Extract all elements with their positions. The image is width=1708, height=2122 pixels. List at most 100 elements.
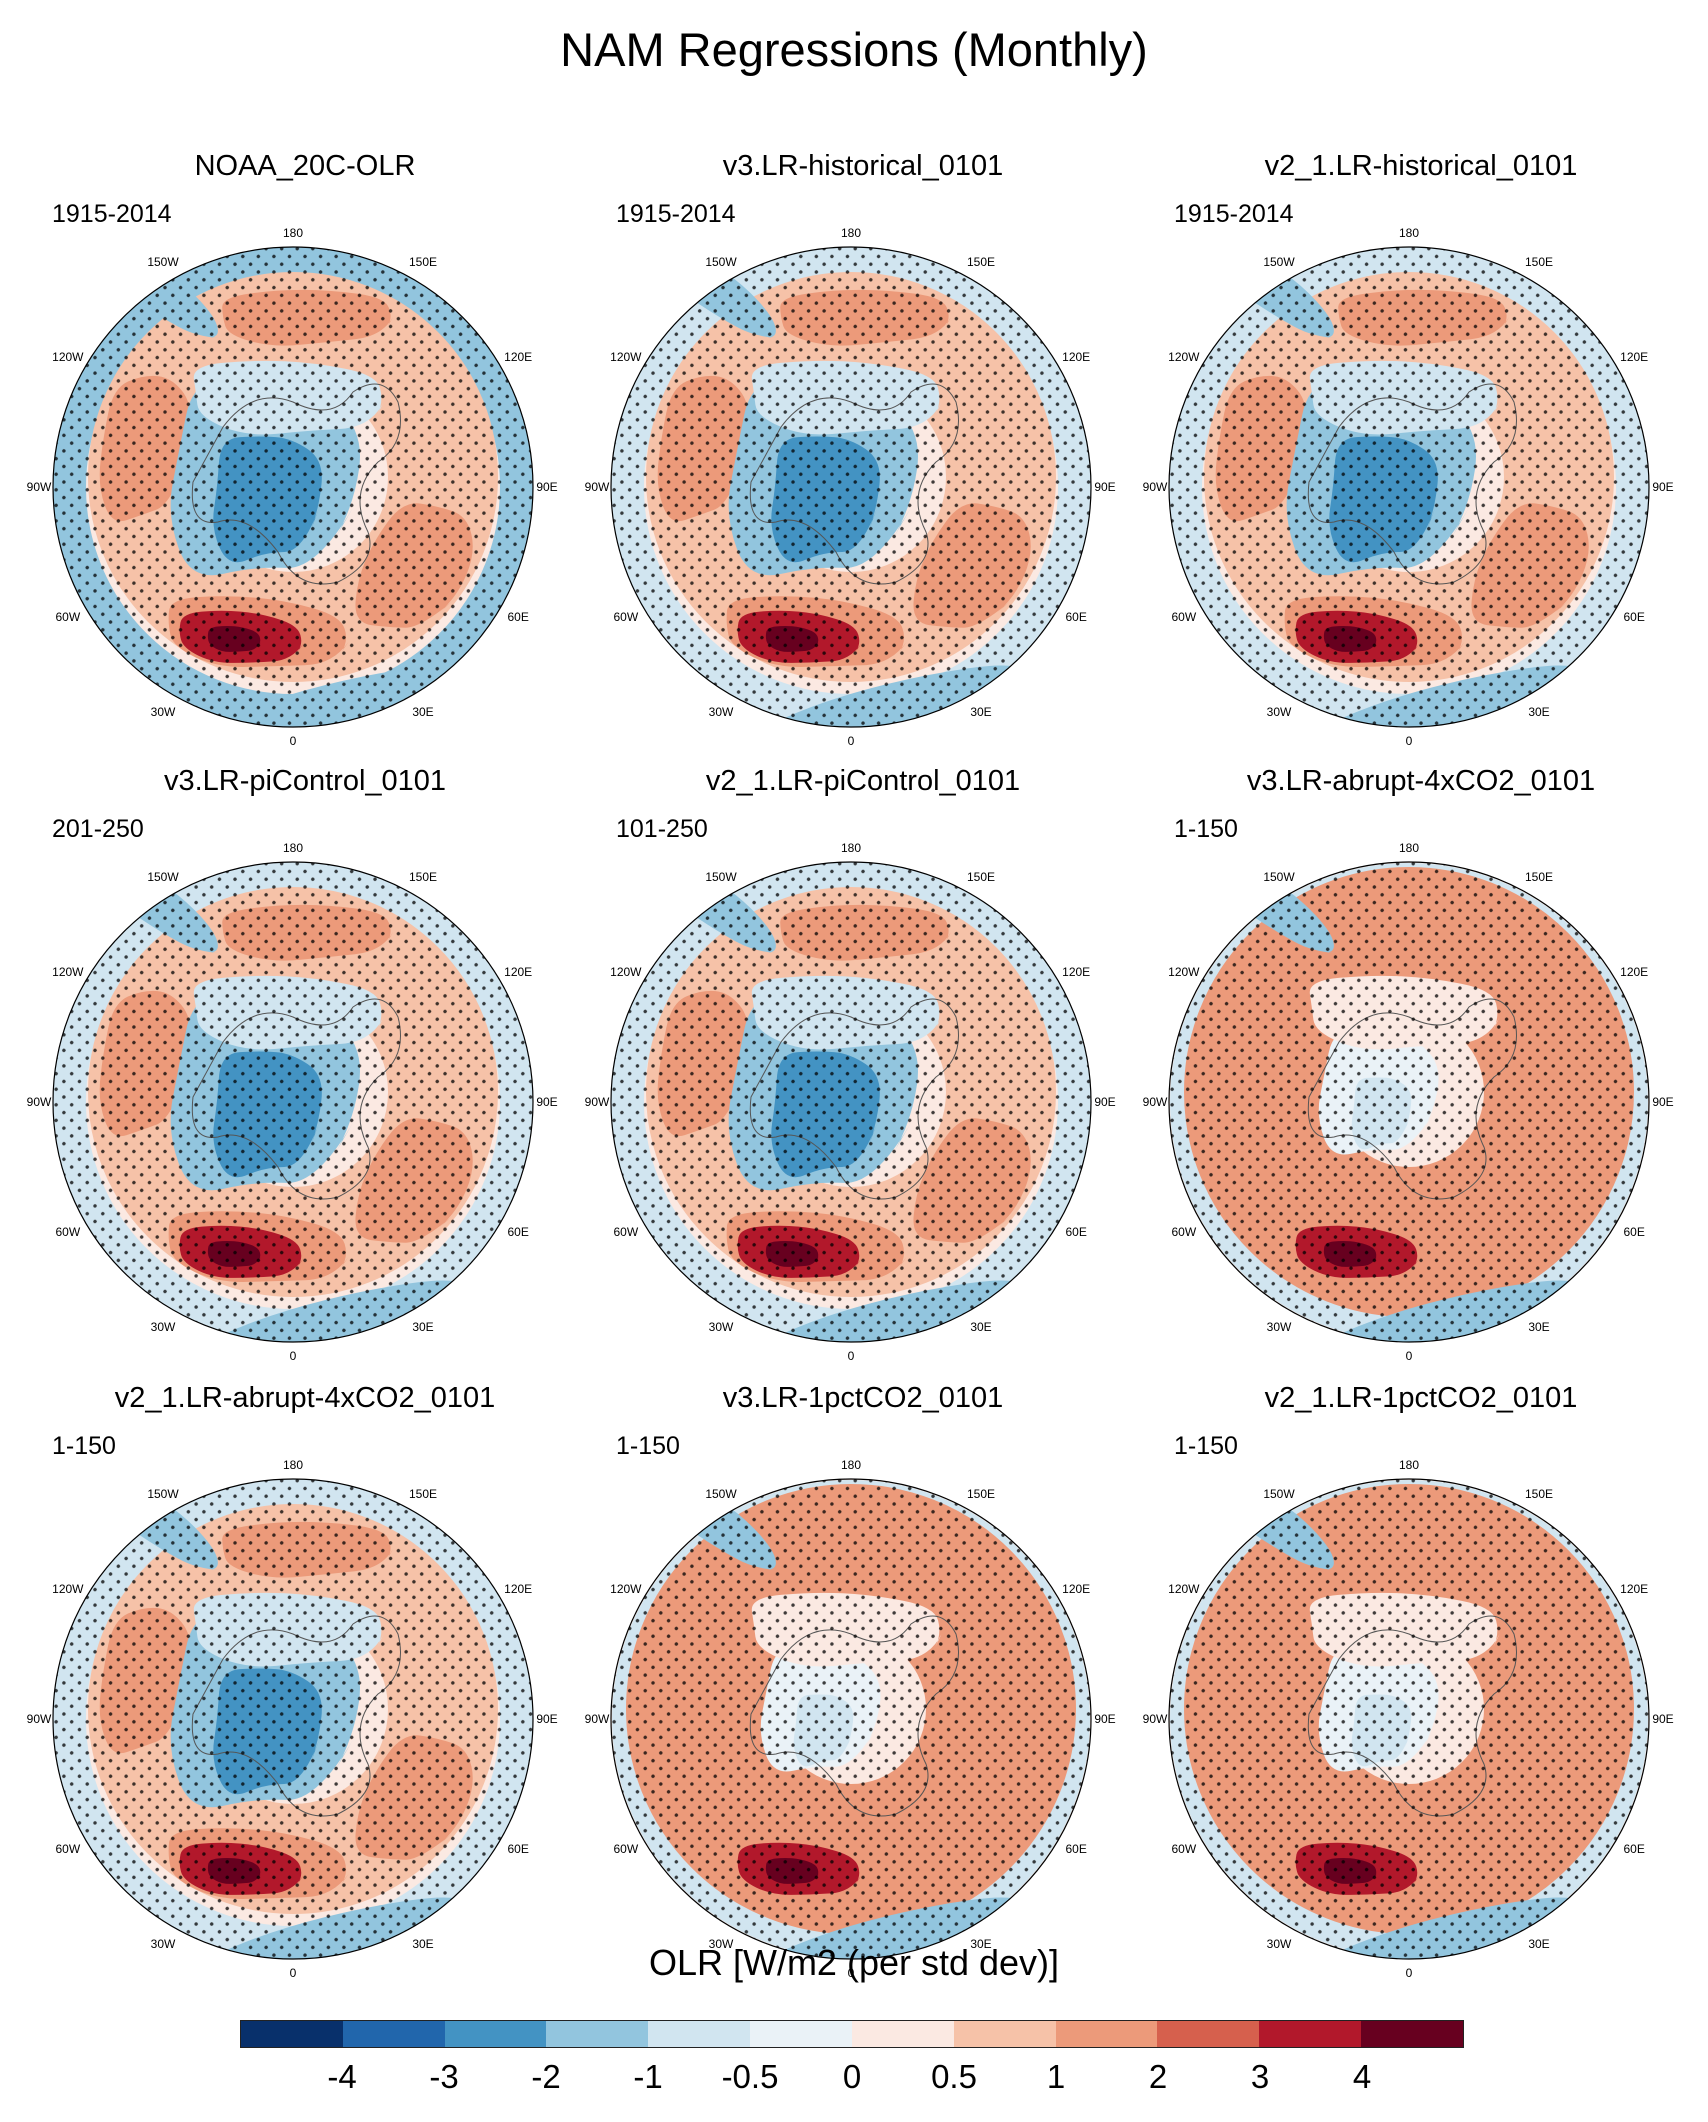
longitude-label: 150E [1524,869,1554,884]
longitude-label: 30E [970,705,992,720]
polar-map [1168,1478,1650,1960]
map-panel: v2_1.LR-historical_0101 1915-2014 180 150E 1… [1141,150,1701,750]
panel-period: 1-150 [1174,815,1238,843]
colorbar-swatch [851,2021,954,2047]
polar-map [52,246,534,728]
map-border [610,246,1092,728]
colorbar-tick: -3 [429,2058,459,2095]
longitude-label: 120W [610,1582,642,1596]
panel-title: v2_1.LR-piControl_0101 [705,765,1021,797]
panel-period: 1915-2014 [1174,200,1294,228]
olr-field [53,862,533,1342]
longitude-label: 90W [1142,1095,1168,1109]
significance-stippling [611,862,1091,1342]
colorbar-swatch [241,2021,343,2047]
longitude-label: 120E [1620,1582,1649,1596]
longitude-label: 180 [840,1458,862,1472]
map-border [1168,1478,1650,1960]
longitude-label: 60E [1623,610,1645,624]
longitude-label: 60W [1171,1842,1197,1856]
longitude-label: 30W [708,1320,734,1335]
map-border [52,861,534,1343]
map-panel: v3.LR-historical_0101 1915-2014 180 150E 120… [583,150,1143,750]
panel-period: 201-250 [52,815,144,843]
longitude-label: 30W [708,1937,734,1952]
olr-field [611,1479,1091,1959]
colorbar-tick: 4 [1352,2058,1372,2095]
significance-stippling [611,247,1091,727]
significance-stippling [53,247,533,727]
longitude-label: 150W [1263,254,1295,269]
longitude-label: 150W [147,869,179,884]
colorbar-tick: 1 [1046,2058,1066,2095]
significance-stippling [1169,247,1649,727]
longitude-label: 120E [504,965,533,979]
longitude-label: 120E [504,350,533,364]
map-border [1168,246,1650,728]
longitude-label: 60E [1623,1842,1645,1856]
panel-period: 1-150 [52,1432,116,1460]
longitude-label: 180 [1398,1458,1420,1472]
longitude-label: 30W [150,1937,176,1952]
longitude-label: 90E [1094,480,1116,494]
colorbar-tick: -2 [531,2058,561,2095]
longitude-label: 150W [705,869,737,884]
longitude-label: 120E [1062,1582,1091,1596]
longitude-label: 30E [1528,1320,1550,1335]
longitude-label: 180 [840,226,862,240]
longitude-label: 0 [289,1349,297,1363]
longitude-label: 60W [55,1842,81,1856]
polar-map [1168,861,1650,1343]
longitude-label: 90E [1652,1095,1674,1109]
colorbar-swatch [444,2021,547,2047]
longitude-label: 90E [536,480,558,494]
longitude-label: 150E [408,254,438,269]
longitude-label: 90W [26,1712,52,1726]
longitude-label: 30E [412,1937,434,1952]
longitude-label: 30W [150,1320,176,1335]
panel-title: v2_1.LR-abrupt-4xCO2_0101 [114,1382,496,1414]
longitude-label: 150E [966,1486,996,1501]
map-panel: v2_1.LR-abrupt-4xCO2_0101 1-150 180 150E 120… [25,1382,585,1982]
colorbar-tick: -1 [633,2058,663,2095]
longitude-label: 0 [1405,1349,1413,1363]
polar-map [52,1478,534,1960]
longitude-label: 60E [1623,1225,1645,1239]
longitude-label: 150W [147,254,179,269]
longitude-label: 30E [412,1320,434,1335]
panel-period: 1-150 [616,1432,680,1460]
page-title: NAM Regressions (Monthly) [560,23,1148,76]
colorbar-swatch [342,2021,445,2047]
map-panel: v3.LR-1pctCO2_0101 1-150 180 150E 120E 90E 60E… [583,1382,1143,1982]
longitude-label: 120E [1062,350,1091,364]
longitude-label: 120W [610,965,642,979]
longitude-label: 30E [970,1937,992,1952]
longitude-label: 0 [289,734,297,748]
map-border [52,1478,534,1960]
longitude-label: 30W [150,705,176,720]
longitude-label: 90E [1094,1712,1116,1726]
colorbar-swatch [648,2021,751,2047]
colorbar-swatch [953,2021,1056,2047]
longitude-label: 90E [1652,480,1674,494]
colorbar-tick: 0 [842,2058,862,2095]
map-border [1168,861,1650,1343]
longitude-label: 150E [966,869,996,884]
longitude-label: 60W [55,1225,81,1239]
colorbar-swatch [1259,2021,1362,2047]
panel-title: NOAA_20C-OLR [194,150,416,182]
longitude-label: 150E [1524,1486,1554,1501]
olr-field [1169,247,1649,727]
longitude-label: 180 [282,841,304,855]
longitude-label: 180 [282,226,304,240]
longitude-label: 30E [412,705,434,720]
colorbar-tick: -4 [327,2058,357,2095]
longitude-label: 90E [1094,1095,1116,1109]
longitude-label: 60E [1065,1225,1087,1239]
longitude-label: 0 [1405,734,1413,748]
longitude-label: 180 [1398,841,1420,855]
longitude-label: 0 [289,1966,297,1980]
longitude-label: 60W [613,1225,639,1239]
longitude-label: 60W [55,610,81,624]
longitude-label: 60W [1171,610,1197,624]
